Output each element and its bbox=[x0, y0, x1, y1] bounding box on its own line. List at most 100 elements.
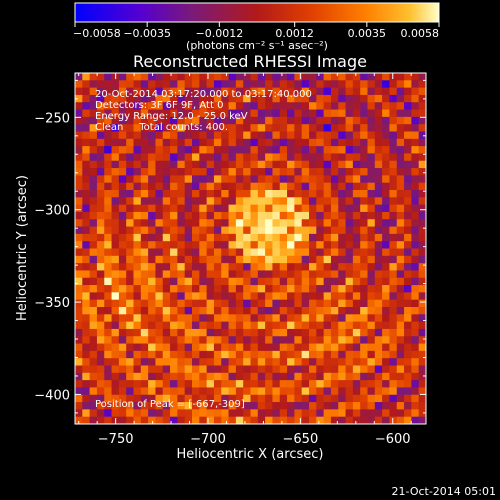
heatmap-cell bbox=[287, 73, 295, 81]
heatmap-cell bbox=[133, 175, 142, 184]
heatmap-cell bbox=[221, 263, 229, 271]
heatmap-cell bbox=[418, 380, 426, 388]
heatmap-cell bbox=[309, 402, 317, 410]
heatmap-cell bbox=[140, 416, 149, 424]
heatmap-cell bbox=[170, 299, 178, 308]
heatmap-cell bbox=[199, 190, 208, 198]
heatmap-cell bbox=[389, 416, 398, 424]
heatmap-cell bbox=[243, 307, 251, 315]
heatmap-cell bbox=[309, 350, 317, 359]
heatmap-cell bbox=[75, 270, 83, 279]
heatmap-cell bbox=[206, 328, 215, 337]
heatmap-cell bbox=[221, 350, 229, 359]
heatmap-cell bbox=[250, 328, 259, 337]
heatmap-cell bbox=[133, 328, 142, 337]
heatmap-cell bbox=[140, 138, 149, 147]
heatmap-cell bbox=[411, 138, 420, 147]
heatmap-cell bbox=[82, 350, 91, 359]
heatmap-cell bbox=[316, 277, 325, 286]
heatmap-cell bbox=[323, 226, 332, 235]
heatmap-cell bbox=[323, 248, 332, 257]
heatmap-cell bbox=[162, 241, 171, 249]
heatmap-cell bbox=[206, 409, 215, 418]
heatmap-cell bbox=[418, 409, 426, 418]
heatmap-cell bbox=[184, 365, 193, 374]
heatmap-cell bbox=[170, 380, 178, 388]
heatmap-cell bbox=[301, 307, 310, 315]
heatmap-cell bbox=[352, 160, 361, 169]
heatmap-cell bbox=[221, 102, 229, 110]
heatmap-cell bbox=[316, 102, 325, 110]
heatmap-cell bbox=[162, 226, 171, 235]
heatmap-cell bbox=[374, 197, 383, 206]
heatmap-cell bbox=[104, 263, 112, 271]
heatmap-cell bbox=[272, 328, 281, 337]
heatmap-cell bbox=[213, 255, 222, 264]
heatmap-cell bbox=[170, 146, 178, 154]
heatmap-cell bbox=[89, 168, 98, 176]
heatmap-cell bbox=[418, 307, 426, 315]
heatmap-cell bbox=[221, 255, 229, 264]
heatmap-cell bbox=[162, 270, 171, 279]
heatmap-cell bbox=[330, 131, 339, 140]
heatmap-cell bbox=[265, 299, 273, 308]
heatmap-cell bbox=[389, 299, 398, 308]
heatmap-cell bbox=[126, 380, 134, 388]
heatmap-cell bbox=[411, 87, 420, 96]
heatmap-cell bbox=[126, 102, 134, 110]
heatmap-cell bbox=[294, 270, 303, 279]
heatmap-cell bbox=[265, 343, 273, 352]
heatmap-cell bbox=[272, 153, 281, 162]
heatmap-cell bbox=[133, 233, 142, 242]
heatmap-cell bbox=[265, 394, 273, 403]
heatmap-cell bbox=[411, 255, 420, 264]
heatmap-cell bbox=[309, 87, 317, 96]
heatmap-cell bbox=[75, 343, 83, 352]
heatmap-cell bbox=[213, 219, 222, 227]
heatmap-cell bbox=[199, 175, 208, 184]
heatmap-cell bbox=[287, 124, 295, 132]
heatmap-cell bbox=[345, 153, 354, 162]
heatmap-cell bbox=[367, 292, 376, 301]
heatmap-cell bbox=[272, 365, 281, 374]
heatmap-cell bbox=[257, 226, 266, 235]
heatmap-cell bbox=[396, 73, 405, 81]
heatmap-cell bbox=[148, 190, 156, 198]
heatmap-cell bbox=[162, 365, 171, 374]
heatmap-cell bbox=[367, 248, 376, 257]
heatmap-cell bbox=[192, 321, 200, 330]
heatmap-cell bbox=[301, 365, 310, 374]
heatmap-cell bbox=[111, 343, 120, 352]
heatmap-cell bbox=[221, 146, 229, 154]
heatmap-cell bbox=[170, 190, 178, 198]
heatmap-cell bbox=[257, 299, 266, 308]
heatmap-cell bbox=[140, 204, 149, 213]
heatmap-cell bbox=[367, 372, 376, 381]
heatmap-cell bbox=[75, 168, 83, 176]
heatmap-cell bbox=[192, 219, 200, 227]
heatmap-cell bbox=[250, 124, 259, 132]
heatmap-cell bbox=[294, 307, 303, 315]
heatmap-cell bbox=[228, 416, 237, 424]
heatmap-cell bbox=[338, 380, 346, 388]
heatmap-cell bbox=[96, 131, 105, 140]
heatmap-cell bbox=[330, 314, 339, 323]
heatmap-cell bbox=[279, 131, 288, 140]
heatmap-cell bbox=[396, 263, 405, 271]
heatmap-cell bbox=[389, 226, 398, 235]
heatmap-cell bbox=[360, 109, 368, 118]
heatmap-cell bbox=[111, 314, 120, 323]
heatmap-cell bbox=[352, 321, 361, 330]
heatmap-cell bbox=[287, 307, 295, 315]
heatmap-cell bbox=[162, 160, 171, 169]
heatmap-cell bbox=[287, 292, 295, 301]
heatmap-cell bbox=[374, 94, 383, 103]
heatmap-cell bbox=[140, 116, 149, 125]
heatmap-cell bbox=[418, 131, 426, 140]
heatmap-cell bbox=[352, 307, 361, 315]
heatmap-cell bbox=[118, 263, 127, 271]
heatmap-cell bbox=[235, 365, 244, 374]
heatmap-cell bbox=[235, 387, 244, 396]
heatmap-cell bbox=[411, 380, 420, 388]
heatmap-cell bbox=[338, 109, 346, 118]
